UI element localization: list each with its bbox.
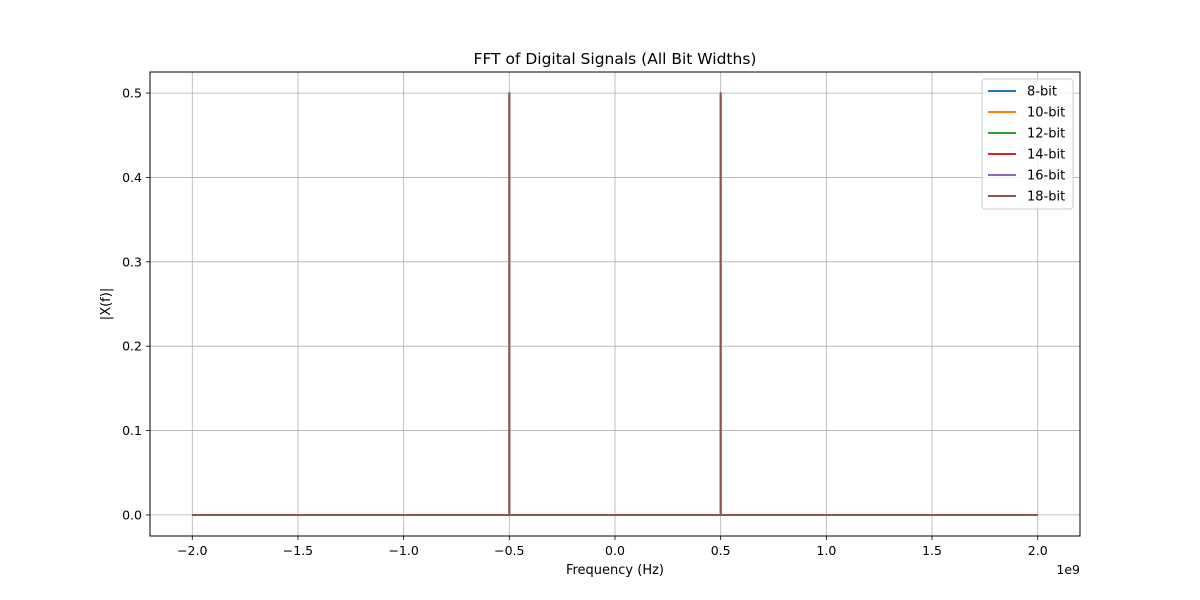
y-tick-label: 0.4	[122, 170, 142, 185]
y-tick-label: 0.1	[122, 423, 142, 438]
x-tick-label: 1.5	[922, 543, 942, 558]
y-tick-label: 0.0	[122, 507, 142, 522]
x-tick-label: −1.5	[283, 543, 313, 558]
legend-label: 18-bit	[1027, 190, 1065, 205]
legend-label: 10-bit	[1027, 106, 1065, 121]
x-tick-label: −2.0	[177, 543, 207, 558]
chart-title: FFT of Digital Signals (All Bit Widths)	[474, 50, 757, 68]
x-tick-label: 0.0	[605, 543, 625, 558]
y-axis-title: |X(f)|	[99, 288, 114, 320]
series-lines	[192, 92, 1038, 516]
x-tick-label: −1.0	[388, 543, 418, 558]
y-tick-label: 0.3	[122, 254, 142, 269]
legend: 8-bit 10-bit 12-bit 14-bit 16-bit 18-bit	[981, 78, 1074, 210]
axis-ticks: −2.0 −1.5 −1.0 −0.5 0.0 0.5 1.0 1.5 2.0 0.0 0.1 0.2…	[122, 86, 1048, 558]
grid-lines	[150, 72, 1080, 536]
y-tick-label: 0.2	[122, 339, 142, 354]
legend-label: 8-bit	[1027, 85, 1057, 100]
x-tick-label: −0.5	[494, 543, 524, 558]
series-line-18-bit	[192, 92, 1038, 516]
x-axis-scale-label: 1e9	[1056, 562, 1080, 577]
x-tick-label: 2.0	[1028, 543, 1048, 558]
legend-label: 14-bit	[1027, 148, 1065, 163]
legend-label: 16-bit	[1027, 169, 1065, 184]
x-tick-label: 0.5	[711, 543, 731, 558]
x-axis-title: Frequency (Hz)	[566, 563, 664, 578]
y-tick-label: 0.5	[122, 86, 142, 101]
x-tick-label: 1.0	[816, 543, 836, 558]
legend-label: 12-bit	[1027, 127, 1065, 142]
